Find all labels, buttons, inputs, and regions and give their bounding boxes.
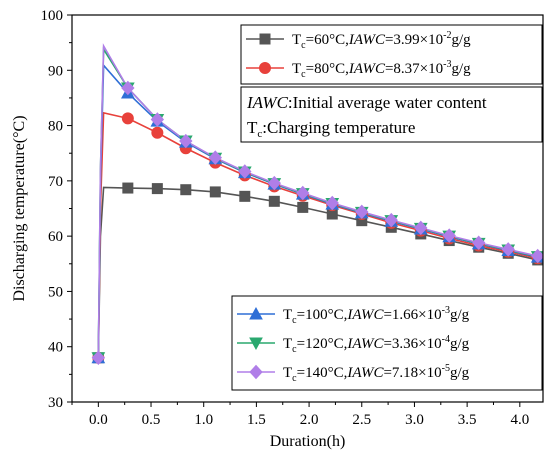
series-2-marker <box>121 112 134 125</box>
series-5-marker <box>267 175 281 191</box>
annotation: IAWC:Initial average water content Tc:Cha… <box>240 86 543 143</box>
series-group <box>91 43 543 366</box>
legend-top-box <box>240 24 543 85</box>
y-tick-label: 50 <box>48 284 63 300</box>
legend-bottom: Tc=100°C,IAWC=1.66×10-3g/g Tc=120°C,IAWC=… <box>231 295 543 391</box>
series-5-marker <box>355 204 369 220</box>
legend-entry-series-3: Tc=100°C,IAWC=1.66×10-3g/g <box>237 305 470 326</box>
y-tick-label: 30 <box>48 395 63 411</box>
y-axis-label: Discharging temperature(°C) <box>11 115 28 301</box>
legend-label-series-1: Tc=60°C,IAWC=3.99×10-2g/g <box>292 30 471 51</box>
legend-marker-series-1 <box>259 33 271 45</box>
x-axis-label: Duration(h) <box>270 433 346 450</box>
legend-entry-series-1: Tc=60°C,IAWC=3.99×10-2g/g <box>246 30 471 51</box>
legend-entry-series-2: Tc=80°C,IAWC=8.37×10-3g/g <box>246 59 471 80</box>
x-tick-label: 1.0 <box>194 412 213 428</box>
series-1-marker <box>239 190 251 202</box>
annotation-line-1: IAWC:Initial average water content <box>246 93 487 112</box>
series-5-marker <box>325 195 339 211</box>
y-tick-label: 90 <box>48 63 63 79</box>
legend-marker-series-5 <box>249 364 263 380</box>
legend-entry-series-4: Tc=120°C,IAWC=3.36×10-4g/g <box>237 334 470 355</box>
annotation-line-2: Tc:Charging temperature <box>247 118 415 140</box>
legend-marker-series-2 <box>259 62 271 74</box>
series-5-marker <box>501 242 515 257</box>
series-5-marker <box>238 164 252 179</box>
x-tick-label: 0.0 <box>89 412 108 428</box>
series-5-marker <box>414 220 428 236</box>
series-5-marker <box>384 212 398 228</box>
y-tick-label: 80 <box>48 119 63 135</box>
annotation-box <box>240 86 543 143</box>
series-5-marker <box>208 150 222 165</box>
legends: Tc=60°C,IAWC=3.99×10-2g/g Tc=80°C,IAWC=8.… <box>231 24 543 391</box>
series-1-marker <box>180 184 192 196</box>
series-1-marker <box>209 186 221 198</box>
x-tick-label: 2.0 <box>300 412 319 428</box>
legend-marker-series-3 <box>249 306 263 320</box>
series-5-marker <box>91 350 106 366</box>
legend-label-series-2: Tc=80°C,IAWC=8.37×10-3g/g <box>292 59 471 80</box>
series-1-marker <box>151 183 163 195</box>
series-5-marker <box>531 248 543 264</box>
legend-entry-series-5: Tc=140°C,IAWC=7.18×10-5g/g <box>237 363 470 384</box>
legend-marker-series-4 <box>249 337 263 351</box>
x-tick-label: 2.5 <box>352 412 371 428</box>
axes: 0.0 0.5 1.0 1.5 2.0 2.5 3.0 3.5 4.0 30 40 50 60 70 80 9… <box>41 8 544 428</box>
x-tick-label: 1.5 <box>247 412 266 428</box>
series-5-marker <box>179 133 193 149</box>
x-tick-label: 3.0 <box>405 412 424 428</box>
series-1-marker <box>268 195 280 207</box>
series-1-marker <box>122 182 134 194</box>
legend-label-series-3: Tc=100°C,IAWC=1.66×10-3g/g <box>283 305 470 326</box>
series-5-marker <box>472 235 486 251</box>
series-5-marker <box>150 112 165 127</box>
series-2-marker <box>151 126 164 139</box>
x-tick-label: 3.5 <box>458 412 477 428</box>
series-1-marker <box>297 201 309 213</box>
legend-label-series-5: Tc=140°C,IAWC=7.18×10-5g/g <box>283 363 470 384</box>
series-5-marker <box>442 228 456 243</box>
y-tick-label: 60 <box>48 229 63 245</box>
legend-bottom-box <box>231 295 543 391</box>
y-tick-label: 70 <box>48 174 63 190</box>
series-5-marker <box>121 80 135 96</box>
series-5-marker <box>296 185 310 201</box>
x-tick-label: 4.0 <box>510 412 529 428</box>
y-tick-label: 40 <box>48 340 63 356</box>
y-tick-label: 100 <box>41 8 64 24</box>
legend-label-series-4: Tc=120°C,IAWC=3.36×10-4g/g <box>283 334 470 355</box>
plot-area <box>91 43 543 366</box>
x-tick-label: 0.5 <box>142 412 161 428</box>
legend-top: Tc=60°C,IAWC=3.99×10-2g/g Tc=80°C,IAWC=8.… <box>240 24 543 85</box>
